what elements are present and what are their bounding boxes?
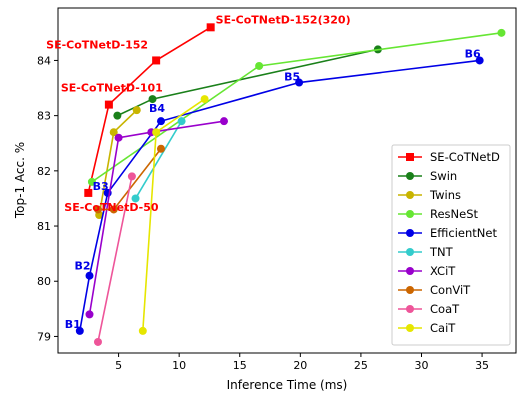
data-point-swin [113, 112, 121, 120]
x-tick-label: 15 [233, 359, 247, 372]
x-tick-label: 35 [475, 359, 489, 372]
legend-marker [406, 305, 414, 313]
data-point-resnest [497, 29, 505, 37]
legend-marker [406, 153, 414, 161]
data-point-cait [139, 327, 147, 335]
legend-label: ResNeSt [430, 207, 479, 221]
data-point-efficientnet [157, 117, 165, 125]
x-tick-label: 25 [354, 359, 368, 372]
data-point-efficientnet [86, 272, 94, 280]
data-point-twins [133, 106, 141, 114]
data-point-se-cotnetd [105, 101, 113, 109]
data-point-cait [152, 128, 160, 136]
legend-label: Twins [429, 188, 461, 202]
legend-marker [406, 191, 414, 199]
legend-label: CaiT [430, 321, 456, 335]
annotation-se-cotnetd-152: SE-CoTNetD-152 [46, 38, 148, 51]
data-point-se-cotnetd [152, 56, 160, 64]
data-point-xcit [220, 117, 228, 125]
data-point-se-cotnetd [207, 23, 215, 31]
y-tick-label: 80 [37, 275, 51, 288]
legend-label: SE-CoTNetD [430, 150, 500, 164]
legend-marker [406, 248, 414, 256]
data-point-xcit [115, 134, 123, 142]
legend-marker [406, 172, 414, 180]
legend-label: CoaT [430, 302, 460, 316]
legend-marker [406, 229, 414, 237]
annotation-b1: B1 [65, 318, 81, 331]
legend-marker [406, 210, 414, 218]
annotation-se-cotnetd-152-320-: SE-CoTNetD-152(320) [216, 13, 351, 26]
data-point-coat [128, 172, 136, 180]
annotation-b6: B6 [465, 47, 481, 60]
annotation-b4: B4 [149, 102, 165, 115]
legend-label: Swin [430, 169, 457, 183]
y-tick-label: 82 [37, 165, 51, 178]
data-point-se-cotnetd [84, 189, 92, 197]
y-tick-label: 84 [37, 54, 51, 67]
annotation-se-cotnetd-50: SE-CoTNetD-50 [64, 201, 159, 214]
x-tick-label: 30 [414, 359, 428, 372]
annotation-b3: B3 [93, 180, 109, 193]
x-tick-label: 20 [293, 359, 307, 372]
y-tick-label: 83 [37, 110, 51, 123]
data-point-cait [201, 95, 209, 103]
x-tick-label: 10 [172, 359, 186, 372]
data-point-xcit [86, 310, 94, 318]
x-axis-title: Inference Time (ms) [227, 378, 348, 392]
y-tick-label: 79 [37, 330, 51, 343]
data-point-coat [94, 338, 102, 346]
legend-label: TNT [429, 245, 454, 259]
legend: SE-CoTNetD Swin Twins ResNeSt EfficientNet TN… [392, 145, 510, 345]
y-axis-title: Top-1 Acc. % [13, 142, 27, 219]
legend-label: EfficientNet [430, 226, 497, 240]
legend-marker [406, 267, 414, 275]
annotation-b2: B2 [75, 260, 91, 273]
data-point-resnest [255, 62, 263, 70]
annotation-b5: B5 [284, 71, 300, 84]
legend-label: XCiT [430, 264, 456, 278]
legend-label: ConViT [430, 283, 471, 297]
annotation-se-cotnetd-101: SE-CoTNetD-101 [61, 82, 163, 95]
x-tick-label: 5 [115, 359, 122, 372]
y-tick-label: 81 [37, 220, 51, 233]
legend-marker [406, 286, 414, 294]
data-point-convit [157, 145, 165, 153]
data-point-tnt [178, 117, 186, 125]
legend-marker [406, 324, 414, 332]
